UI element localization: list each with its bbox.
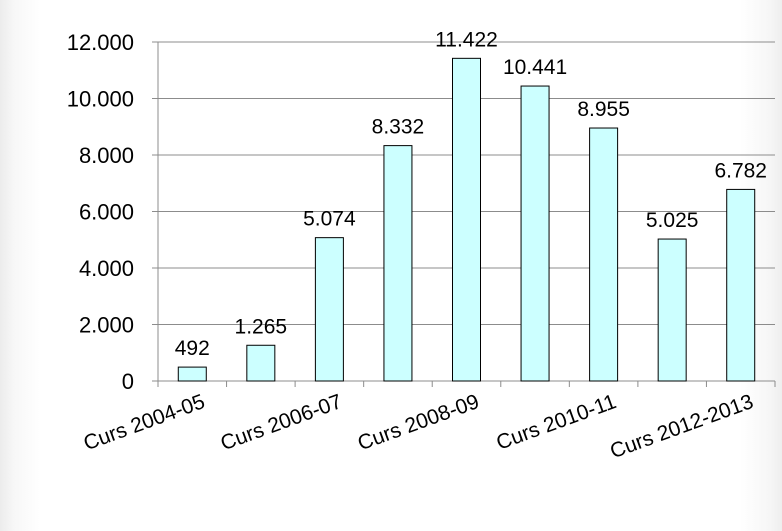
x-category-label: Curs 2012-2013: [607, 390, 756, 463]
data-label: 8.332: [372, 116, 425, 139]
y-tick-label: 10.000: [67, 87, 134, 112]
bar: [726, 188, 756, 382]
data-label: 5.025: [646, 209, 699, 232]
x-category-label: Curs 2010-11: [493, 390, 619, 455]
x-category-label: Curs 2008-09: [355, 390, 482, 455]
y-tick-label: 6.000: [79, 200, 134, 225]
data-label: 492: [175, 337, 210, 360]
bar: [657, 238, 687, 382]
y-tick-label: 0: [122, 369, 134, 394]
y-tick-label: 2.000: [79, 313, 134, 338]
data-label: 6.782: [714, 159, 767, 182]
bar: [246, 344, 276, 382]
bar: [383, 145, 413, 382]
data-label: 11.422: [435, 28, 498, 51]
bar: [314, 237, 344, 382]
data-label: 1.265: [235, 315, 288, 338]
bar: [589, 127, 619, 382]
y-tick-label: 4.000: [79, 256, 134, 281]
data-label: 8.955: [577, 98, 630, 121]
y-tick-label: 8.000: [79, 143, 134, 168]
data-label: 10.441: [503, 56, 567, 79]
data-label: 5.074: [303, 208, 356, 231]
bar: [452, 57, 481, 382]
y-tick-label: 12.000: [67, 30, 134, 55]
x-category-label: Curs 2004-05: [81, 390, 208, 455]
x-category-label: Curs 2006-07: [218, 390, 345, 455]
bar: [177, 366, 207, 382]
bar: [520, 85, 550, 382]
